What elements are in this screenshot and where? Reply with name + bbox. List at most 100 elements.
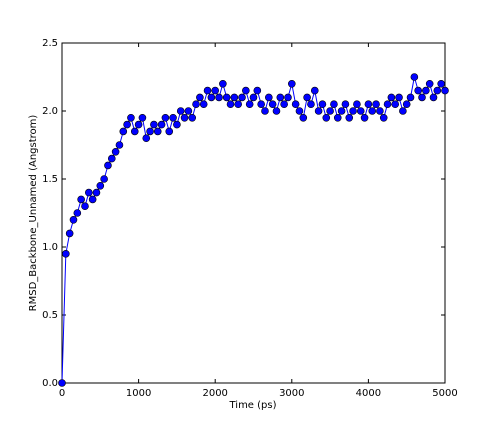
data-point bbox=[307, 100, 315, 108]
data-point bbox=[387, 93, 396, 102]
y-tick-label: 1.0 bbox=[42, 242, 58, 253]
y-tick-label: 0.5 bbox=[42, 310, 58, 321]
y-tick-label: 2.0 bbox=[42, 106, 58, 117]
data-point bbox=[203, 86, 212, 95]
data-point bbox=[425, 80, 434, 88]
data-point bbox=[85, 188, 93, 197]
data-point bbox=[287, 80, 296, 88]
data-point bbox=[165, 127, 174, 136]
data-point bbox=[245, 100, 254, 108]
data-point bbox=[303, 93, 311, 102]
data-point bbox=[364, 100, 373, 108]
data-point bbox=[73, 209, 82, 217]
data-point bbox=[402, 100, 411, 108]
data-point bbox=[379, 114, 388, 122]
data-point bbox=[395, 93, 403, 102]
data-point bbox=[372, 100, 380, 108]
data-point bbox=[406, 93, 415, 102]
data-point bbox=[211, 86, 219, 95]
x-axis-label: Time (ps) bbox=[228, 400, 276, 411]
x-tick-label: 5000 bbox=[432, 388, 457, 399]
data-point bbox=[134, 120, 143, 129]
data-point bbox=[441, 86, 449, 95]
data-point bbox=[276, 93, 285, 102]
data-point bbox=[272, 107, 281, 115]
data-point bbox=[111, 148, 120, 156]
data-point bbox=[62, 250, 70, 258]
data-point bbox=[169, 114, 177, 122]
data-point bbox=[330, 100, 338, 108]
data-point bbox=[238, 93, 246, 102]
data-point bbox=[219, 80, 227, 88]
data-point bbox=[230, 93, 239, 102]
data-point bbox=[422, 86, 430, 95]
data-point bbox=[314, 107, 323, 115]
data-point bbox=[399, 107, 407, 115]
data-point bbox=[242, 86, 250, 95]
data-point bbox=[107, 154, 116, 163]
data-point bbox=[353, 100, 361, 108]
data-point bbox=[268, 100, 277, 108]
data-point bbox=[150, 120, 158, 129]
data-point bbox=[161, 114, 170, 122]
data-point bbox=[349, 107, 357, 115]
data-point bbox=[92, 188, 101, 197]
data-point bbox=[391, 100, 400, 108]
data-point bbox=[142, 134, 151, 142]
y-axis-label: RMSD_Backbone_Unnamed (Angstrom) bbox=[28, 115, 39, 312]
data-point bbox=[383, 100, 392, 108]
data-point bbox=[184, 107, 193, 115]
data-point bbox=[77, 195, 85, 204]
data-point bbox=[199, 100, 208, 108]
data-point bbox=[368, 107, 377, 115]
data-point bbox=[284, 93, 292, 102]
data-point bbox=[249, 93, 258, 102]
data-point bbox=[410, 73, 419, 81]
data-point bbox=[138, 114, 147, 122]
data-point bbox=[345, 114, 354, 122]
data-point bbox=[69, 216, 78, 224]
data-point bbox=[188, 114, 197, 122]
data-point bbox=[146, 127, 154, 136]
data-point bbox=[176, 107, 185, 115]
data-point bbox=[265, 93, 273, 102]
data-point bbox=[65, 229, 74, 238]
data-point bbox=[104, 161, 112, 170]
data-point bbox=[115, 141, 124, 149]
data-point bbox=[261, 107, 269, 115]
data-point bbox=[257, 100, 265, 108]
data-point bbox=[130, 127, 139, 136]
data-point bbox=[127, 114, 135, 122]
data-point bbox=[153, 127, 162, 136]
data-point bbox=[215, 93, 223, 102]
data-point bbox=[180, 114, 189, 122]
data-point bbox=[173, 120, 181, 129]
data-point bbox=[207, 93, 216, 102]
x-tick-label: 1000 bbox=[126, 388, 151, 399]
data-point bbox=[341, 100, 350, 108]
data-point bbox=[291, 100, 300, 108]
x-tick-label: 3000 bbox=[279, 388, 304, 399]
data-point bbox=[310, 86, 319, 95]
y-tick-label: 0.0 bbox=[42, 378, 58, 389]
data-point bbox=[192, 100, 200, 108]
data-point bbox=[299, 114, 308, 122]
x-tick-label: 2000 bbox=[202, 388, 227, 399]
data-point bbox=[429, 93, 438, 102]
data-point bbox=[356, 107, 365, 115]
data-point bbox=[360, 114, 369, 122]
data-point bbox=[326, 107, 334, 115]
data-point bbox=[81, 202, 89, 210]
data-point bbox=[433, 86, 442, 95]
data-point bbox=[418, 93, 426, 102]
data-point bbox=[322, 114, 331, 122]
data-point bbox=[88, 195, 97, 204]
data-point bbox=[234, 100, 242, 108]
data-point bbox=[280, 100, 288, 108]
data-point bbox=[337, 107, 346, 115]
data-point bbox=[226, 100, 235, 108]
data-point bbox=[318, 100, 327, 108]
data-point bbox=[437, 80, 445, 88]
